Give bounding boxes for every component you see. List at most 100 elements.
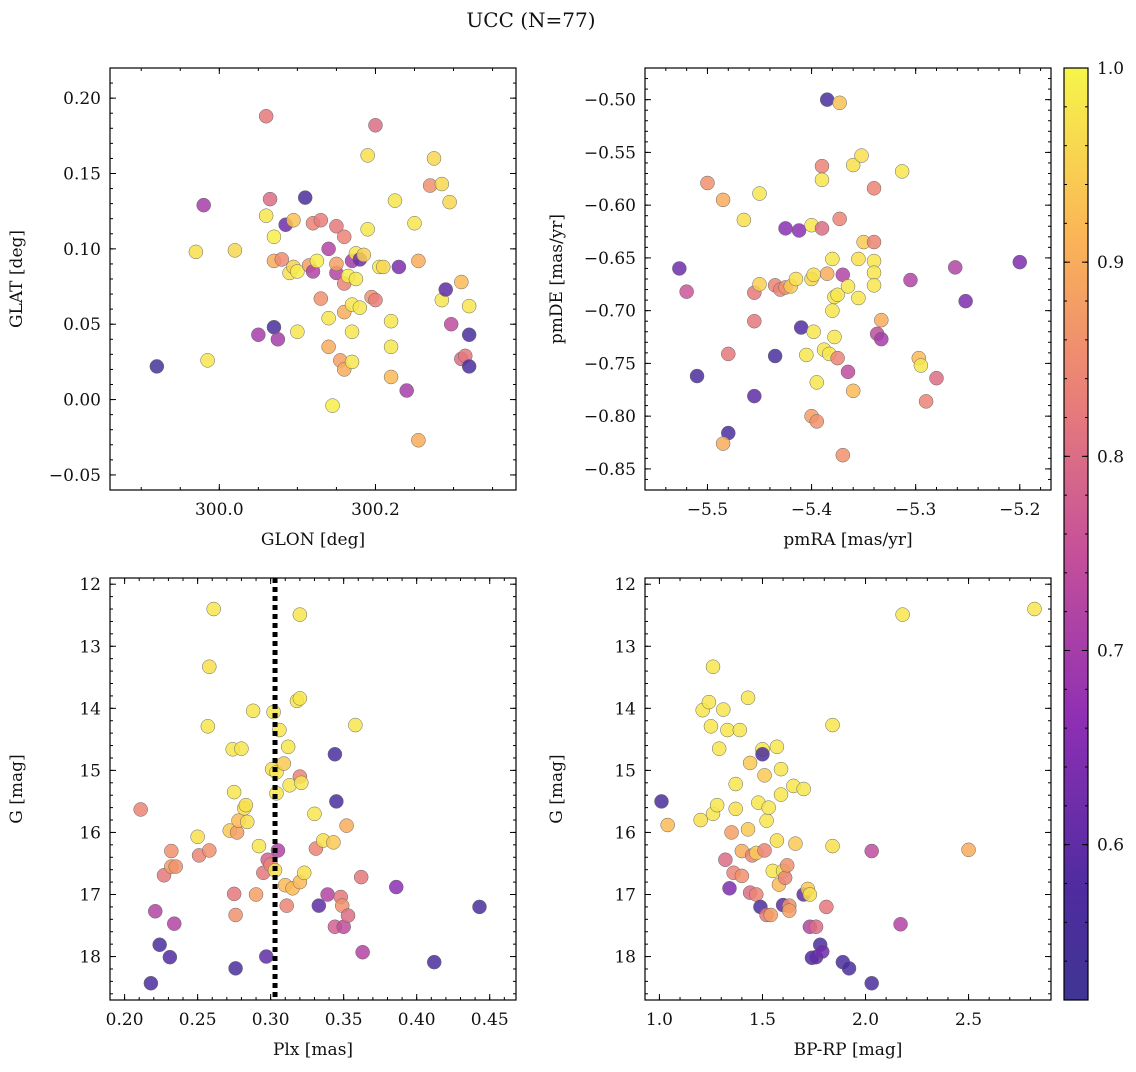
scatter-point (763, 907, 778, 923)
scatter-point (701, 694, 717, 710)
y-tick-label: −0.85 (584, 460, 636, 480)
scatter-point (718, 852, 733, 867)
colorbar-tick-label: 0.6 (1097, 836, 1124, 856)
scatter-point (840, 279, 856, 294)
scatter-point (270, 332, 286, 347)
scatter-point (1027, 601, 1042, 617)
scatter-point (903, 272, 918, 288)
y-tick-label: −0.55 (584, 143, 636, 163)
scatter-point (767, 348, 783, 364)
scatter-point (443, 316, 459, 332)
x-axis-label: GLON [deg] (261, 530, 365, 550)
scatter-point (728, 776, 743, 792)
points-glon-glat (149, 108, 477, 448)
scatter-point (740, 822, 756, 837)
scatter-point (368, 292, 383, 308)
scatter-point (162, 949, 178, 965)
scatter-point (307, 806, 322, 822)
axes-frame (109, 577, 517, 1001)
y-tick-label: 0.05 (63, 315, 101, 335)
axes-frame (644, 67, 1052, 491)
scatter-point (383, 339, 399, 355)
scatter-point (918, 394, 934, 409)
scatter-point (292, 607, 308, 622)
scatter-point (290, 264, 305, 279)
scatter-point (769, 833, 785, 848)
scatter-point (240, 814, 255, 830)
scatter-point (752, 277, 767, 292)
scatter-point (133, 802, 148, 817)
scatter-point (814, 172, 830, 188)
scatter-point (152, 937, 167, 953)
scatter-point (360, 222, 375, 237)
scatter-point (711, 741, 727, 756)
scatter-point (320, 887, 335, 902)
scatter-point (773, 787, 789, 802)
scatter-point (355, 944, 370, 960)
scatter-point (234, 741, 249, 756)
scatter-point (854, 148, 869, 163)
y-tick-label: −0.50 (584, 91, 636, 111)
scatter-point (830, 350, 845, 366)
x-tick-label: 0.35 (325, 1010, 363, 1030)
scatter-point (672, 261, 687, 276)
scatter-point (368, 118, 383, 133)
scatter-point (793, 320, 809, 335)
scatter-point (808, 919, 824, 935)
scatter-point (329, 794, 344, 809)
scatter-point (825, 251, 840, 267)
y-tick-label: 18 (79, 948, 101, 968)
scatter-point (248, 887, 264, 902)
scatter-point (188, 244, 204, 260)
scatter-point (321, 339, 336, 355)
scatter-point (228, 907, 243, 923)
axes-frame (109, 67, 517, 491)
scatter-point (313, 212, 329, 228)
scatter-point (796, 781, 811, 797)
scatter-point (280, 739, 296, 755)
scatter-point (759, 813, 774, 828)
colorbar-tick-label: 0.8 (1097, 447, 1124, 467)
colorbar-tick-label: 1.0 (1097, 59, 1124, 79)
scatter-point (757, 768, 772, 783)
scatter-point (279, 898, 294, 913)
scatter-point (168, 859, 183, 874)
x-tick-label: 0.20 (106, 1010, 144, 1030)
scatter-point (340, 908, 356, 923)
scatter-point (832, 211, 847, 227)
scatter-point (715, 192, 731, 208)
scatter-point (724, 825, 739, 840)
scatter-point (851, 251, 866, 267)
scatter-point (391, 259, 407, 275)
scatter-point (336, 229, 352, 245)
scatter-point (742, 755, 758, 771)
scatter-point (740, 690, 756, 706)
panel-bprp-g: 1.0 1.5 2.0 2.5 12 13 14 15 16 17 18 BP-RP [mag] G [… (547, 575, 1052, 1060)
x-tick-label: 0.30 (252, 1010, 290, 1030)
colorbar-frame (1063, 67, 1089, 1001)
scatter-point (736, 212, 752, 228)
scatter-point (356, 247, 371, 263)
scatter-point (874, 331, 889, 347)
scatter-point (747, 388, 762, 404)
scatter-point (835, 447, 851, 463)
y-tick-label: 18 (614, 948, 636, 968)
y-tick-label: 13 (79, 637, 101, 657)
scatter-point (327, 746, 343, 762)
scatter-point (689, 368, 705, 384)
colorbar-tick-label: 0.7 (1097, 642, 1124, 662)
scatter-point (958, 293, 973, 309)
scatter-point (660, 817, 675, 833)
x-tick-label: 2.5 (955, 1010, 982, 1030)
scatter-point (845, 383, 861, 399)
colorbar-gradient (1064, 68, 1088, 1000)
scatter-point (321, 310, 336, 326)
scatter-point (819, 266, 835, 281)
scatter-point (292, 691, 308, 706)
scatter-point (296, 865, 312, 881)
scatter-point (752, 186, 767, 201)
scatter-point (251, 838, 267, 854)
scatter-point (830, 287, 845, 303)
scatter-point (755, 746, 770, 762)
